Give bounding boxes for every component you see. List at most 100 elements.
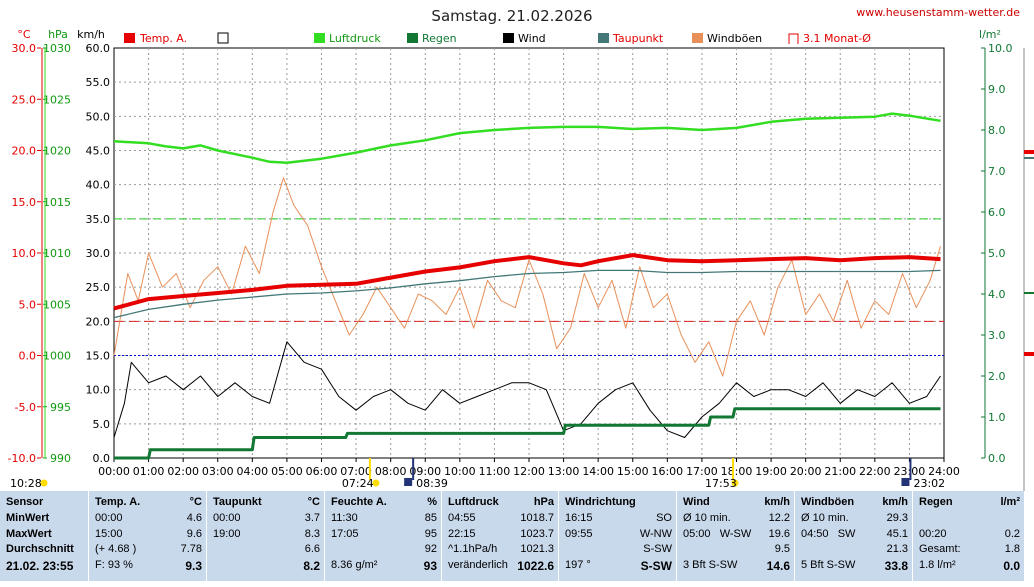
stats-temp: Temp. A. °C 00:00 4.6 15:00 9.6 (+ 4.68 ) 7.…: [88, 491, 206, 581]
rain-tick-label: 6.0: [988, 206, 1006, 219]
x-tick-label: 20:00: [790, 465, 822, 478]
hum-current: 93: [423, 558, 437, 573]
sun-time-label: 07:24: [342, 477, 374, 490]
x-axis: 00:00 01:00 02:00 03:00 04:00 05:00 06:00 07:00…: [98, 458, 960, 478]
current-datetime: 21.02. 23:55: [6, 558, 74, 573]
temp-min-time: 00:00: [95, 512, 123, 524]
wind-bft: 3 Bft S-SW: [683, 558, 738, 571]
temp-tick-label: 5.0: [19, 298, 37, 311]
wind-max: 19.6: [768, 527, 790, 540]
legend-swatch-temp: [124, 33, 135, 43]
temp-avg-note: (+ 4.68 ): [95, 543, 137, 555]
x-tick-label: 01:00: [133, 465, 165, 478]
wind-unit-label: km/h: [77, 28, 105, 41]
temp-max-time: 15:00: [95, 527, 123, 540]
press-tick-label: 1030: [43, 42, 71, 55]
x-tick-label: 21:00: [824, 465, 856, 478]
gust-max: 45.1: [886, 527, 908, 540]
wind-avg: 9.5: [774, 543, 790, 555]
temp-unit-label: °C: [17, 28, 31, 41]
rain-indicator: [1024, 292, 1034, 294]
x-tick-label: 23:00: [894, 465, 926, 478]
press-unit: hPa: [533, 496, 554, 508]
rain-rate: 1.8 l/m²: [919, 558, 956, 571]
x-tick-label: 07:00: [340, 465, 372, 478]
wind-tick-label: 40.0: [86, 179, 111, 192]
rain-current: 0.0: [1003, 558, 1020, 573]
x-tick-label: 19:00: [755, 465, 787, 478]
dir-avg: S-SW: [643, 543, 672, 555]
legend-swatch-press: [314, 33, 325, 43]
temp-unit: °C: [189, 496, 202, 508]
legend-swatch-gust: [692, 33, 703, 43]
legend-label-dew: Taupunkt: [612, 32, 664, 45]
x-tick-label: 15:00: [617, 465, 649, 478]
rain-tick-label: 7.0: [988, 165, 1006, 178]
gust-line: [113, 177, 941, 377]
wind-tick-label: 45.0: [86, 145, 111, 158]
legend-swatch-wind: [503, 33, 514, 43]
legend-swatch-rain: [407, 33, 418, 43]
wind-unit: km/h: [764, 496, 790, 508]
dew-avg: 6.6: [304, 543, 320, 555]
temperature-line: [113, 253, 941, 311]
press-title: Luftdruck: [448, 496, 499, 508]
stats-wind: Wind km/h Ø 10 min. 12.2 05:00 W-SW 19.6 9.…: [676, 491, 794, 581]
hum-min: 85: [424, 512, 437, 524]
wind-tick-label: 30.0: [86, 247, 111, 260]
temp-tick-label: 10.0: [12, 247, 37, 260]
rain-total-label: Gesamt:: [919, 543, 961, 555]
rain-tick-label: 0.0: [988, 452, 1006, 465]
press-min: 1018.7: [520, 512, 554, 524]
temp-current: 9.3: [185, 558, 202, 573]
avg-label: Durchschnitt: [6, 543, 74, 555]
x-tick-label: 04:00: [236, 465, 268, 478]
temp-min: 4.6: [186, 512, 202, 524]
gust-bft: 5 Bft S-SW: [801, 558, 856, 571]
wind-tick-label: 50.0: [86, 110, 111, 123]
sun-icon: [40, 479, 48, 487]
stats-pressure: Luftdruck hPa 04:55 1018.7 22:15 1023.7 ^1.…: [441, 491, 558, 581]
temp-feel: F: 93 %: [95, 558, 133, 571]
rain-total: 1.8: [1004, 543, 1020, 555]
x-tick-label: 18:00: [721, 465, 753, 478]
x-tick-label: 13:00: [548, 465, 580, 478]
x-tick-label: 24:00: [928, 465, 960, 478]
press-tick-label: 990: [50, 452, 71, 465]
hum-title: Feuchte A.: [331, 496, 387, 508]
gust-max-time: 04:50: [801, 527, 829, 540]
series-layer: [113, 112, 941, 460]
gust-title: Windböen: [801, 496, 855, 508]
x-tick-label: 11:00: [479, 465, 511, 478]
sun-markers: 10:28 07:24 08:39 17:53 23:02: [10, 458, 945, 490]
x-tick-label: 02:00: [167, 465, 199, 478]
legend-label-wind: Wind: [518, 32, 546, 45]
press-tick-label: 1015: [43, 196, 71, 209]
dew-max-time: 19:00: [213, 527, 241, 540]
dew-title: Taupunkt: [213, 496, 262, 508]
legend-swatch-dew: [598, 33, 609, 43]
temp-tick-label: 30.0: [12, 42, 37, 55]
dir-max-time: 09:55: [565, 527, 593, 540]
wind-line: [113, 341, 941, 438]
x-tick-label: 10:00: [444, 465, 476, 478]
wind-tick-label: 20.0: [86, 315, 111, 328]
stats-panel: Sensor MinWert MaxWert Durchschnitt 21.0…: [0, 491, 1024, 581]
temp-avg-indicator: [1024, 352, 1034, 356]
legend-swatch-blank: [217, 32, 229, 44]
press-change: veränderlich: [448, 558, 508, 571]
dew-max: 8.3: [304, 527, 320, 540]
rain-tick-label: 2.0: [988, 370, 1006, 383]
hum-min-time: 11:30: [331, 512, 358, 524]
gust-unit: km/h: [882, 496, 908, 508]
sun-time-label: 08:39: [416, 477, 448, 490]
press-trend: ^1.1hPa/h: [448, 543, 498, 555]
gust-avg-label: Ø 10 min.: [801, 512, 849, 524]
dir-degrees: 197 °: [565, 558, 591, 571]
x-tick-label: 06:00: [306, 465, 338, 478]
press-avg: 1021.3: [520, 543, 554, 555]
left-axes: 30.0 25.0 20.0 15.0 10.0 5.0 0.0 -5.0 -10.0 1030 1…: [8, 42, 110, 465]
stats-humidity: Feuchte A.% 11:30 85 17:05 95 92 8.36 g/m²…: [324, 491, 441, 581]
source-link[interactable]: www.heusenstamm-wetter.de: [856, 6, 1020, 19]
hum-avg: 92: [424, 543, 437, 555]
